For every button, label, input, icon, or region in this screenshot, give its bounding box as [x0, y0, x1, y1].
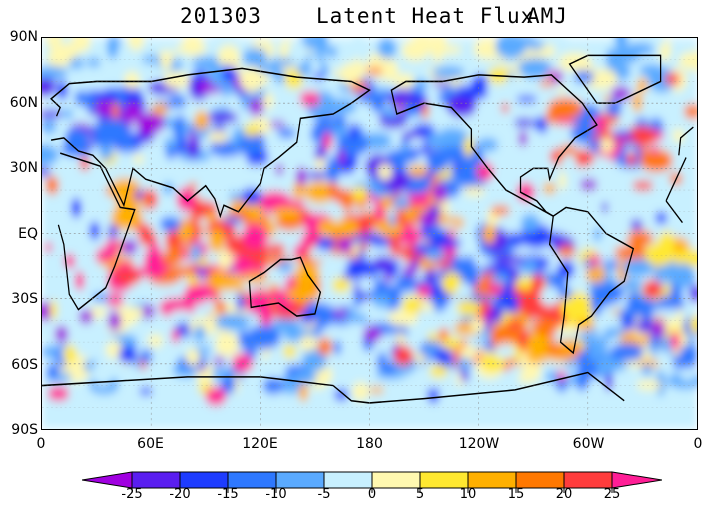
colorbar-cell	[227, 471, 277, 489]
grid-lines	[42, 38, 697, 429]
colorbar-tick-label: -5	[317, 487, 331, 502]
colorbar-cell	[323, 471, 373, 489]
lon-label: 120W	[458, 436, 500, 452]
colorbar-tick-label: 10	[459, 487, 477, 502]
map-panel	[41, 37, 698, 430]
title-date: 201303	[180, 4, 262, 28]
colorbar-tick-label: -20	[169, 487, 191, 502]
colorbar	[82, 471, 662, 493]
colorbar-cell	[515, 471, 565, 489]
title-variable: Latent Heat Flux	[316, 4, 535, 28]
lon-label: 0	[693, 436, 703, 452]
lon-label: 60E	[137, 436, 164, 452]
lat-label: 30S	[11, 291, 38, 307]
colorbar-tick-label: -25	[121, 487, 143, 502]
colorbar-cell	[275, 471, 325, 489]
colorbar-cell	[563, 471, 613, 489]
coastline-australia	[248, 256, 322, 317]
colorbar-tick-label: 5	[415, 487, 425, 502]
coastline-north-america	[390, 74, 598, 217]
lon-label: 60W	[572, 436, 605, 452]
lon-label: 180	[356, 436, 383, 452]
lat-label: 90N	[9, 29, 38, 45]
colorbar-cell	[419, 471, 469, 489]
colorbar-tick-label: -15	[217, 487, 239, 502]
colorbar-tick-label: 20	[555, 487, 573, 502]
colorbar-high-arrow	[611, 471, 662, 489]
lat-label: 90S	[11, 422, 38, 438]
colorbar-tick-label: 15	[507, 487, 525, 502]
colorbar-cell	[467, 471, 517, 489]
lat-label: 60S	[11, 356, 38, 373]
colorbar-tick-label: -10	[265, 487, 287, 502]
colorbar-cell	[179, 471, 229, 489]
coastline-south-america	[548, 206, 635, 355]
lat-label: 60N	[9, 94, 38, 111]
title-season: AMJ	[527, 4, 568, 28]
colorbar-tick-label: 0	[367, 487, 377, 502]
lon-label: 120E	[242, 436, 278, 452]
colorbar-cell	[131, 471, 181, 489]
colorbar-cell	[371, 471, 421, 489]
coastline-africa	[57, 152, 687, 311]
colorbar-tick-label: 25	[603, 487, 621, 502]
map-title: 201303 Latent Heat Flux AMJ	[0, 4, 712, 34]
colorbar-low-arrow	[82, 471, 133, 489]
lat-label: EQ	[18, 225, 38, 242]
lon-label: 0	[36, 436, 46, 452]
heat-flux-map	[42, 38, 697, 429]
lat-label: 30N	[9, 160, 38, 176]
